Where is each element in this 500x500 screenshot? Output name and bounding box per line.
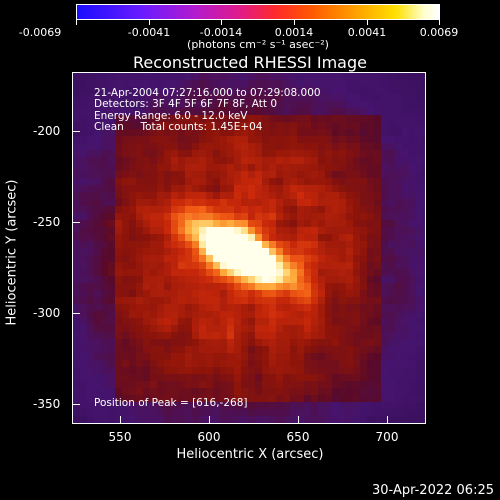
colorbar <box>76 4 440 20</box>
energy-range-text: Energy Range: 6.0 - 12.0 keV <box>94 110 248 122</box>
y-tick <box>72 222 80 223</box>
y-tick <box>72 131 80 132</box>
heatmap <box>73 73 425 423</box>
colorbar-tick <box>439 20 440 25</box>
y-tick-label: -350 <box>33 397 61 411</box>
y-tick-label: -250 <box>33 215 61 229</box>
colorbar-tick <box>149 20 150 25</box>
colorbar-tick <box>294 20 295 25</box>
colorbar-tick <box>367 20 368 25</box>
colorbar-units: (photons cm⁻² s⁻¹ asec⁻²) <box>187 38 329 51</box>
x-tick-label: 650 <box>286 430 310 444</box>
colorbar-label: -0.0041 <box>127 26 171 39</box>
colorbar-label: 0.0069 <box>419 26 459 39</box>
y-tick <box>72 404 80 405</box>
y-tick-label: -300 <box>33 306 61 320</box>
colorbar-label: 0.0041 <box>347 26 387 39</box>
y-tick <box>72 313 80 314</box>
y-tick-label: -200 <box>33 124 61 138</box>
colorbar-label: 0.0014 <box>274 26 314 39</box>
image-title: Reconstructed RHESSI Image <box>133 53 367 72</box>
x-tick-label: 600 <box>197 430 221 444</box>
x-tick-label: 550 <box>108 430 132 444</box>
x-tick <box>298 416 299 424</box>
colorbar-label: -0.0014 <box>199 26 243 39</box>
colorbar-tick <box>221 20 222 25</box>
rhessi-image <box>72 72 426 424</box>
x-axis-label: Heliocentric X (arcsec) <box>176 447 324 462</box>
method-text: Clean Total counts: 1.45E+04 <box>94 121 263 133</box>
x-tick-label: 700 <box>375 430 399 444</box>
x-tick <box>387 416 388 424</box>
x-tick <box>120 416 121 424</box>
detectors-text: Detectors: 3F 4F 5F 6F 7F 8F, Att 0 <box>94 98 278 110</box>
plot-date-stamp: 30-Apr-2022 06:25 <box>372 483 494 498</box>
colorbar-tick <box>76 20 77 25</box>
y-axis-label: Heliocentric Y (arcsec) <box>4 179 20 326</box>
time-range-text: 21-Apr-2004 07:27:16.000 to 07:29:08.000 <box>94 87 321 99</box>
colorbar-label: -0.0069 <box>18 26 62 39</box>
peak-position-text: Position of Peak = [616,-268] <box>94 397 248 409</box>
x-tick <box>209 416 210 424</box>
